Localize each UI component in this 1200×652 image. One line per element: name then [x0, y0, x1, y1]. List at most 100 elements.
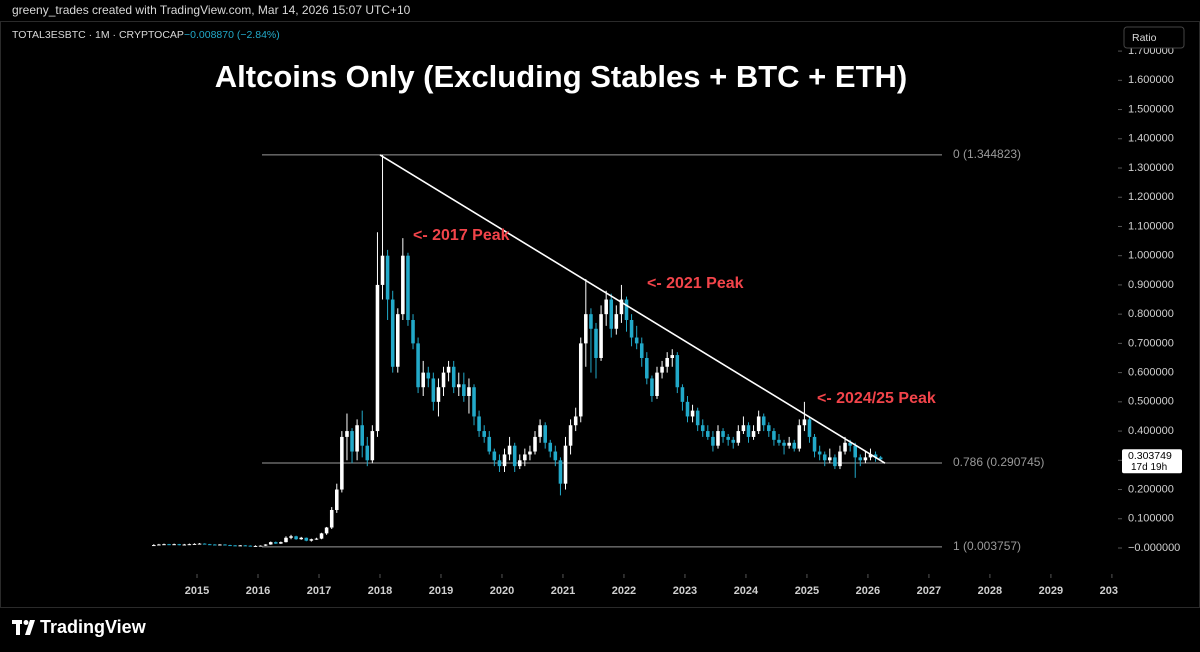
candle-body — [594, 328, 598, 358]
candle-body — [314, 538, 319, 540]
candle-body — [848, 442, 852, 446]
y-tick-label: 1.000000 — [1128, 250, 1174, 262]
candle-body — [833, 457, 837, 467]
y-tick-label: 0.400000 — [1128, 425, 1174, 437]
price-ticks: −0.0000000.1000000.2000000.3000000.40000… — [1118, 45, 1180, 554]
candle-body — [436, 387, 441, 402]
byline: greeny_trades created with TradingView.c… — [12, 3, 411, 17]
candle-body — [375, 284, 380, 432]
time-axis-edge — [1118, 580, 1199, 604]
candle-body — [523, 454, 527, 461]
candle-body — [711, 436, 715, 446]
candle-body — [543, 425, 547, 443]
candle-body — [741, 425, 746, 432]
y-tick-label: −0.000000 — [1128, 542, 1180, 554]
y-tick-label: 1.100000 — [1128, 220, 1174, 232]
candle-body — [487, 436, 492, 452]
candle-body — [782, 442, 786, 446]
candle-body — [451, 366, 456, 388]
candle-body — [441, 372, 446, 388]
candle-body — [467, 387, 471, 396]
candle-body — [690, 410, 695, 417]
candle-body — [797, 425, 802, 449]
candle-body — [456, 384, 461, 388]
candle-body — [584, 314, 588, 344]
candle-body — [629, 319, 634, 338]
candle-body — [502, 454, 507, 467]
annotation: <- 2024/25 Peak — [817, 390, 936, 407]
candle-body — [533, 436, 537, 452]
y-tick-label: 0.900000 — [1128, 279, 1174, 291]
candle-body — [309, 539, 314, 541]
candle-body — [385, 255, 390, 300]
candle-body — [756, 416, 761, 432]
candle-body — [675, 355, 680, 388]
candle-body — [614, 314, 619, 329]
candle-body — [324, 527, 329, 534]
candle-body — [172, 544, 176, 546]
x-tick-label: 2025 — [795, 585, 819, 597]
candle-body — [873, 454, 878, 458]
candle-body — [706, 431, 710, 437]
y-tick-label: 1.500000 — [1128, 103, 1174, 115]
candle-body — [558, 460, 563, 484]
brand: TradingView — [40, 617, 147, 637]
y-tick-label: 0.800000 — [1128, 308, 1174, 320]
x-tick-label: 2016 — [246, 585, 270, 597]
candle-body — [589, 314, 593, 329]
candle-body — [609, 299, 614, 329]
candle-body — [345, 431, 349, 437]
candle-body — [258, 545, 263, 547]
candle-body — [670, 355, 675, 358]
candle-body — [289, 536, 293, 538]
candle-body — [192, 543, 197, 545]
candle-body — [812, 436, 817, 452]
candle-body — [761, 416, 766, 426]
candle-body — [177, 544, 182, 546]
y-tick-label: 1.200000 — [1128, 191, 1174, 203]
candle-body — [213, 544, 217, 546]
plot-area: 0 (1.344823) 0.786 (0.290745) 1 (0.003757)… — [152, 147, 1044, 553]
y-tick-label: 1.600000 — [1128, 74, 1174, 86]
candle-body — [279, 542, 283, 544]
countdown: 17d 19h — [1131, 462, 1167, 473]
scale-button-label[interactable]: Ratio — [1132, 32, 1157, 44]
candle-body — [650, 378, 654, 396]
candle-body — [512, 445, 517, 467]
candle-body — [218, 544, 222, 546]
candle-body — [294, 536, 298, 540]
candle-body — [152, 545, 156, 547]
candle-body — [604, 299, 608, 315]
candle-body — [599, 314, 603, 358]
candle-body — [401, 255, 405, 315]
x-tick-label: 2019 — [429, 585, 453, 597]
scale-button[interactable] — [1123, 26, 1185, 49]
candle-body — [772, 431, 776, 440]
candle-body — [578, 343, 583, 417]
candle-body — [553, 451, 558, 461]
price-axis-bg — [1118, 22, 1199, 607]
x-tick-label: 2023 — [673, 585, 697, 597]
candle-body — [645, 357, 649, 379]
candle-body — [822, 454, 827, 461]
candle-body — [248, 545, 253, 547]
candle-body — [497, 460, 502, 467]
candle-body — [716, 431, 720, 446]
candle-body — [319, 533, 324, 539]
candle-body — [802, 419, 807, 426]
candle-body — [685, 401, 690, 417]
candle-body — [517, 460, 522, 467]
candle-body — [767, 425, 771, 432]
candle-body — [746, 425, 751, 437]
candle-body — [390, 299, 395, 367]
candle-body — [878, 457, 883, 460]
x-tick-label: 2027 — [917, 585, 941, 597]
candle-body — [538, 425, 542, 437]
candle-body — [731, 439, 736, 443]
candle-body — [665, 357, 669, 367]
x-tick-label: 2029 — [1039, 585, 1063, 597]
candle-body — [868, 454, 873, 458]
y-tick-label: 0.200000 — [1128, 483, 1174, 495]
candle-body — [243, 545, 248, 547]
